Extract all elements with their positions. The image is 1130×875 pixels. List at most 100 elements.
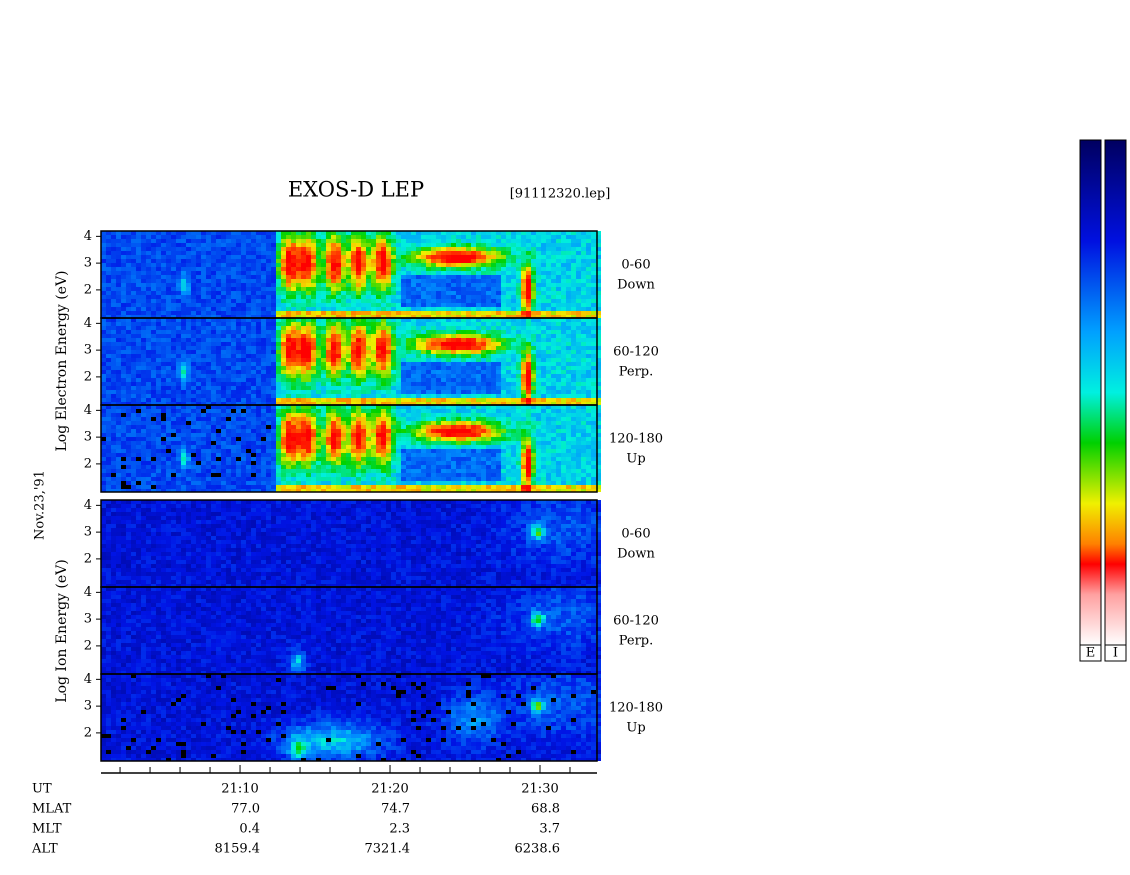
pixel <box>396 350 401 354</box>
pixel <box>246 402 251 405</box>
pixel <box>466 279 471 283</box>
pixel <box>201 394 206 398</box>
pixel <box>426 243 431 247</box>
pixel <box>466 311 471 315</box>
pixel <box>521 421 526 425</box>
pixel <box>561 409 566 413</box>
pixel <box>141 263 146 267</box>
pixel <box>241 235 246 239</box>
pixel <box>426 255 431 259</box>
pixel <box>166 239 171 243</box>
pixel <box>546 275 551 279</box>
pixel <box>596 311 601 315</box>
pixel <box>351 370 356 374</box>
pixel <box>496 394 501 398</box>
pixel <box>431 255 436 259</box>
pixel <box>541 271 546 275</box>
pixel <box>516 354 521 358</box>
pixel <box>586 366 591 370</box>
pixel <box>311 350 316 354</box>
pixel <box>281 370 286 374</box>
pixel <box>376 267 381 271</box>
pixel <box>516 322 521 326</box>
pixel <box>296 366 301 370</box>
pixel <box>166 311 171 315</box>
pixel <box>206 338 211 342</box>
pixel <box>301 370 306 374</box>
pixel <box>451 255 456 259</box>
pixel <box>536 358 541 362</box>
pixel <box>291 326 296 330</box>
pixel <box>296 239 301 243</box>
pixel <box>281 402 286 405</box>
pixel <box>171 362 176 366</box>
pixel <box>221 307 226 311</box>
pixel <box>351 318 356 322</box>
pixel <box>246 283 251 287</box>
pixel <box>101 342 106 346</box>
pixel <box>271 366 276 370</box>
pixel <box>131 378 136 382</box>
pixel <box>541 425 546 429</box>
pixel <box>296 330 301 334</box>
pixel <box>556 374 561 378</box>
pixel <box>131 295 136 299</box>
pixel <box>466 425 471 429</box>
pixel <box>561 342 566 346</box>
pixel <box>256 398 261 402</box>
pixel <box>391 251 396 255</box>
pixel <box>301 358 306 362</box>
pixel <box>581 291 586 295</box>
pixel <box>266 394 271 398</box>
pixel <box>141 370 146 374</box>
pixel <box>471 239 476 243</box>
pixel <box>241 346 246 350</box>
pixel <box>326 235 331 239</box>
pixel <box>176 362 181 366</box>
pixel <box>466 421 471 425</box>
pixel <box>181 378 186 382</box>
pixel <box>256 417 261 421</box>
pixel <box>366 366 371 370</box>
pixel <box>171 247 176 251</box>
pixel <box>286 378 291 382</box>
pixel <box>356 334 361 338</box>
pixel <box>281 346 286 350</box>
pixel <box>151 390 156 394</box>
pixel <box>216 330 221 334</box>
pixel <box>391 275 396 279</box>
pixel <box>121 247 126 251</box>
pixel <box>416 303 421 307</box>
pixel <box>326 243 331 247</box>
pixel <box>286 374 291 378</box>
pixel <box>386 263 391 267</box>
pixel <box>296 291 301 295</box>
pixel <box>561 251 566 255</box>
pixel <box>146 231 151 235</box>
pixel <box>336 413 341 417</box>
pixel <box>276 283 281 287</box>
pixel <box>321 366 326 370</box>
pixel <box>501 263 506 267</box>
pixel <box>496 326 501 330</box>
pixel <box>116 231 121 235</box>
pixel <box>146 421 151 425</box>
pixel <box>171 334 176 338</box>
pixel <box>321 421 326 425</box>
pixel <box>591 259 596 263</box>
pixel <box>241 299 246 303</box>
pixel <box>561 413 566 417</box>
pixel <box>411 239 416 243</box>
pixel <box>296 251 301 255</box>
pixel <box>151 318 156 322</box>
pixel <box>481 413 486 417</box>
pixel <box>241 354 246 358</box>
pixel <box>336 326 341 330</box>
pixel <box>491 255 496 259</box>
pixel <box>141 413 146 417</box>
pixel <box>376 318 381 322</box>
pixel <box>246 247 251 251</box>
pixel <box>281 259 286 263</box>
pixel <box>516 413 521 417</box>
pixel <box>281 366 286 370</box>
